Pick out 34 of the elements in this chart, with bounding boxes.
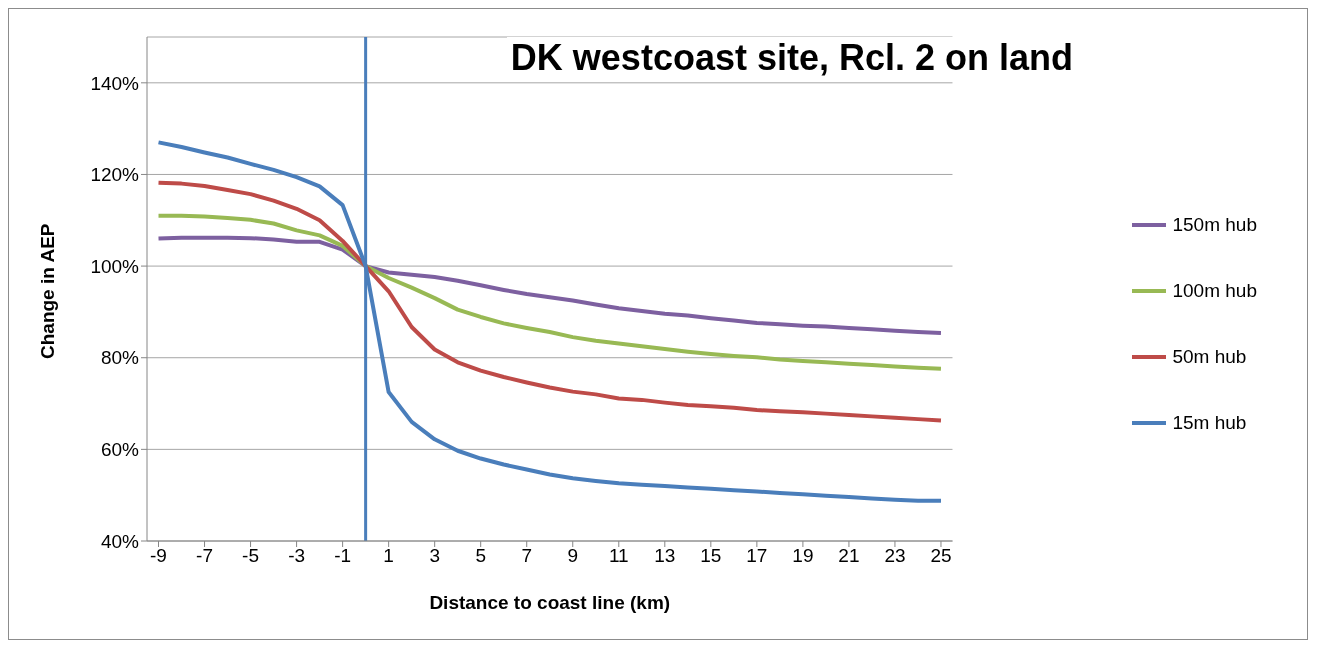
- x-tick-label: 3: [429, 545, 440, 567]
- y-tick-label: 100%: [90, 255, 140, 277]
- x-tick-label: -7: [196, 545, 213, 567]
- x-tick-label: 17: [746, 545, 768, 567]
- line-series: [156, 180, 943, 423]
- x-tick-label: 19: [792, 545, 814, 567]
- y-tick-label: 40%: [100, 530, 140, 552]
- y-tick-label: 140%: [90, 72, 140, 94]
- x-tick-label: 13: [654, 545, 676, 567]
- x-tick-label: -1: [334, 545, 352, 567]
- y-tick-label: 60%: [100, 439, 140, 461]
- x-tick-label: 1: [383, 545, 394, 567]
- y-tick-label: 120%: [90, 164, 140, 186]
- legend-label: 15m hub: [1172, 412, 1247, 434]
- line-series: [156, 235, 943, 335]
- x-tick-label: 7: [521, 545, 533, 567]
- x-axis-title: Distance to coast line (km): [429, 592, 671, 613]
- x-tick-label: 21: [838, 545, 860, 567]
- line-series: [156, 213, 943, 371]
- x-tick-label: 15: [700, 545, 722, 567]
- x-tick-label: -3: [288, 545, 306, 567]
- y-tick-label: 80%: [100, 347, 140, 369]
- legend-label: 100m hub: [1172, 280, 1257, 302]
- legend-label: 50m hub: [1172, 346, 1247, 368]
- y-axis-title: Change in AEP: [36, 223, 58, 359]
- x-tick-label: 11: [608, 545, 629, 567]
- x-tick-label: -5: [242, 545, 260, 567]
- legend-label: 150m hub: [1172, 214, 1257, 236]
- x-tick-label: 9: [567, 545, 579, 567]
- x-tick-label: 5: [475, 545, 486, 567]
- x-tick-label: -9: [150, 545, 167, 567]
- x-tick-label: 23: [884, 545, 906, 567]
- x-tick-label: 25: [930, 545, 952, 567]
- chart-title: DK westcoast site, Rcl. 2 on land: [506, 37, 1077, 79]
